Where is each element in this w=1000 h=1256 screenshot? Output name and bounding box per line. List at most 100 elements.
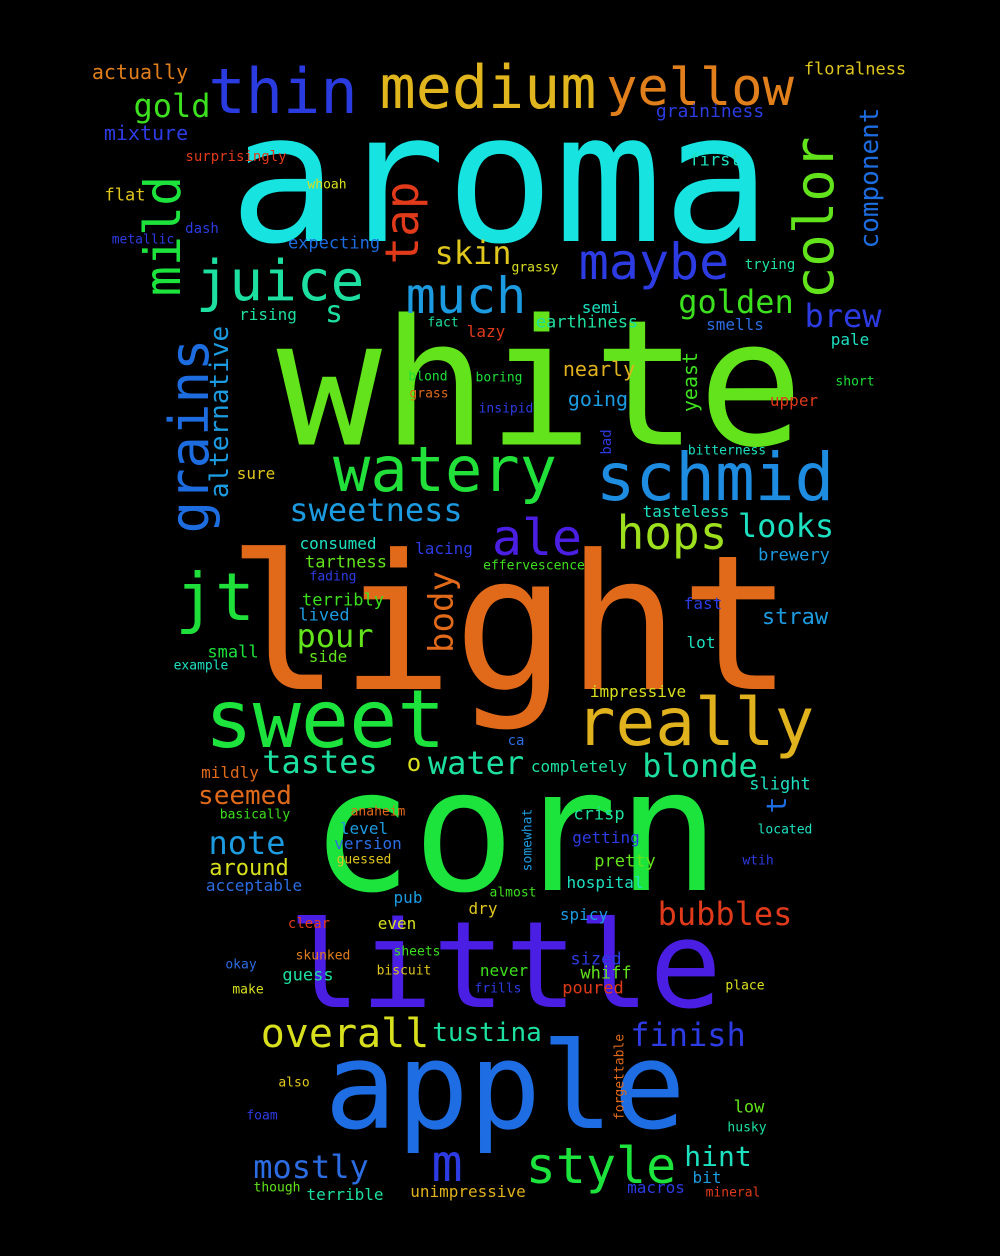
word-place: place <box>725 978 765 994</box>
word-expecting: expecting <box>287 233 381 254</box>
word-guessed: guessed <box>336 852 392 868</box>
word-though: though <box>253 1180 301 1196</box>
word-jt: jt <box>175 559 255 636</box>
word-mineral: mineral <box>705 1185 761 1201</box>
word-pour: pour <box>296 617 374 655</box>
word-watery: watery <box>333 433 557 506</box>
word-whiff: whiff <box>580 963 632 984</box>
word-completely: completely <box>530 757 628 776</box>
word-pale: pale <box>830 330 870 349</box>
word-surprisingly: surprisingly <box>185 149 287 165</box>
word-component: component <box>855 107 885 249</box>
word-poured: poured <box>562 978 624 999</box>
word-guess: guess <box>282 965 334 986</box>
word-crisp: crisp <box>573 804 625 825</box>
word-okay: okay <box>225 957 257 973</box>
word-skunked: skunked <box>295 948 351 964</box>
word-smells: smells <box>706 315 764 334</box>
word-overall: overall <box>260 1011 430 1057</box>
word-unimpressive: unimpressive <box>410 1182 526 1201</box>
word-hops: hops <box>616 506 728 560</box>
word-getting: getting <box>572 828 640 847</box>
word-dry: dry <box>468 899 498 918</box>
word-tap: tap <box>375 181 429 265</box>
word-impressive: impressive <box>589 682 687 701</box>
word-lived: lived <box>298 605 350 626</box>
word-version: version <box>334 834 402 853</box>
word-upper: upper <box>769 391 819 410</box>
word-mildly: mildly <box>201 763 259 782</box>
word-lot: lot <box>686 633 716 652</box>
word-o: o <box>406 749 422 777</box>
word-terribly: terribly <box>302 590 384 611</box>
word-macros: macros <box>627 1178 685 1197</box>
word-looks: looks <box>737 507 835 545</box>
word-effervescence: effervescence <box>483 558 585 574</box>
word-water: water <box>427 744 525 782</box>
word-never: never <box>479 961 529 980</box>
word-gold: gold <box>133 87 211 125</box>
word-brew: brew <box>804 297 882 335</box>
word-corn: corn <box>310 733 720 931</box>
word-sized: sized <box>570 949 622 970</box>
word-clear: clear <box>287 916 331 932</box>
word-even: even <box>377 914 417 933</box>
word-mostly: mostly <box>253 1148 369 1186</box>
word-short: short <box>835 374 875 390</box>
word-white: white <box>276 283 804 487</box>
word-skin: skin <box>434 234 512 272</box>
word-blonde: blonde <box>642 747 758 785</box>
word-low: low <box>733 1097 765 1118</box>
word-hospital: hospital <box>566 873 644 892</box>
word-fact: fact <box>427 315 459 331</box>
word-whoah: whoah <box>307 177 347 193</box>
word-fading: fading <box>309 569 357 585</box>
word-color: color <box>783 136 846 300</box>
word-earthiness: earthiness <box>535 312 639 333</box>
word-m: m <box>431 1134 463 1194</box>
word-light: light <box>227 515 793 734</box>
word-rising: rising <box>239 305 297 324</box>
word-s: s <box>324 295 344 330</box>
word-slight: slight <box>749 774 811 795</box>
word-first: first <box>689 150 741 171</box>
word-anaheim: anaheim <box>350 804 406 820</box>
word-fast: fast <box>683 594 723 613</box>
word-tustina: tustina <box>432 1018 542 1048</box>
word-sure: sure <box>236 464 276 483</box>
word-lazy: lazy <box>466 322 506 341</box>
word-hint: hint <box>684 1140 752 1173</box>
word-tartness: tartness <box>305 552 387 573</box>
word-yellow: yellow <box>606 58 794 118</box>
word-apple: apple <box>324 1018 686 1157</box>
word-example: example <box>173 658 229 674</box>
word-bad: bad <box>599 429 615 455</box>
word-dash: dash <box>185 221 219 237</box>
word-finish: finish <box>630 1016 746 1054</box>
word-located: located <box>757 822 813 838</box>
word-schmid: schmid <box>595 439 835 516</box>
word-alternative: alternative <box>205 325 235 499</box>
word-consumed: consumed <box>299 534 377 553</box>
word-around: around <box>209 856 289 881</box>
word-foam: foam <box>246 1108 278 1124</box>
word-almost: almost <box>489 885 537 901</box>
word-insipid: insipid <box>478 401 534 417</box>
word-juice: juice <box>195 249 365 314</box>
word-floralness: floralness <box>803 59 907 80</box>
word-flat: flat <box>104 185 146 206</box>
word-metallic: metallic <box>111 232 175 248</box>
word-note: note <box>208 824 286 862</box>
word-mixture: mixture <box>103 121 189 145</box>
word-side: side <box>308 647 348 666</box>
word-going: going <box>567 387 629 411</box>
word-somewhat: somewhat <box>520 808 536 872</box>
word-grassy: grassy <box>511 260 559 276</box>
word-tasteless: tasteless <box>642 502 730 521</box>
word-acceptable: acceptable <box>205 876 303 895</box>
word-t: t <box>760 796 793 814</box>
word-small: small <box>207 642 259 663</box>
word-body: body <box>422 571 462 653</box>
word-bit: bit <box>692 1168 722 1187</box>
